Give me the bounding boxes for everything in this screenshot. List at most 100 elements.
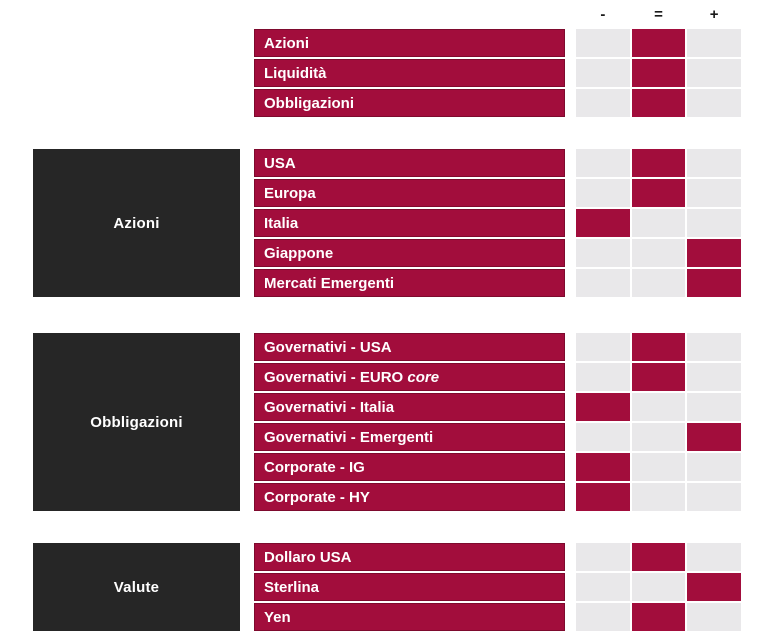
view-cell-minus: [576, 363, 630, 391]
row-label-corporate-ig: Corporate - IG: [254, 453, 565, 481]
row-label-text: Governativi - Italia: [264, 398, 395, 416]
row-label-governativi-emergenti: Governativi - Emergenti: [254, 423, 565, 451]
row-label-em: core: [407, 368, 440, 386]
view-cell-minus: [576, 453, 630, 481]
row-label-text: Italia: [264, 214, 299, 232]
row-label-yen: Yen: [254, 603, 565, 631]
view-cell-equal: [631, 209, 686, 237]
table-row: Corporate - HY: [254, 483, 742, 511]
view-cell-plus: [687, 453, 742, 481]
row-label-liquidita: Liquidità: [254, 59, 565, 87]
view-cell-plus: [687, 59, 742, 87]
row-label-governativi-italia: Governativi - Italia: [254, 393, 565, 421]
view-cell-minus: [576, 29, 630, 57]
table-row: Sterlina: [254, 573, 742, 601]
view-cell-equal: [631, 149, 686, 177]
view-cell-equal: [631, 483, 686, 511]
row-label-text: Governativi - USA: [264, 338, 392, 356]
section-rows: Governativi - USA Governativi - EURO cor…: [254, 333, 742, 511]
table-row: Yen: [254, 603, 742, 631]
row-label-text: Governativi - Emergenti: [264, 428, 434, 446]
row-label-italia: Italia: [254, 209, 565, 237]
col-header-plus: +: [709, 6, 719, 23]
view-cells: [576, 149, 742, 177]
view-cell-equal: [631, 423, 686, 451]
view-cell-minus: [576, 333, 630, 361]
view-cell-equal: [631, 453, 686, 481]
row-label-text: Yen: [264, 608, 291, 626]
view-cell-minus: [576, 149, 630, 177]
view-cell-minus: [576, 543, 630, 571]
table-row: USA: [254, 149, 742, 177]
table-row: Obbligazioni: [254, 89, 742, 117]
view-cells: [576, 363, 742, 391]
view-cell-plus: [687, 423, 742, 451]
section-rows: Dollaro USA Sterlina Yen: [254, 543, 742, 631]
view-cell-minus: [576, 603, 630, 631]
view-cell-equal: [631, 179, 686, 207]
row-label-sterlina: Sterlina: [254, 573, 565, 601]
section-azioni: Azioni USA Europa Italia: [0, 149, 773, 297]
section-valute: Valute Dollaro USA Sterlina Yen: [0, 543, 773, 631]
row-label-text: USA: [264, 154, 296, 172]
view-cell-plus: [687, 393, 742, 421]
col-header-minus: -: [600, 6, 606, 23]
row-label-text: Corporate - HY: [264, 488, 370, 506]
view-cell-equal: [631, 29, 686, 57]
group-label-valute: Valute: [33, 543, 240, 631]
view-cell-plus: [687, 149, 742, 177]
row-label-mercati-emergenti: Mercati Emergenti: [254, 269, 565, 297]
view-cells: [576, 89, 742, 117]
table-row: Mercati Emergenti: [254, 269, 742, 297]
view-cell-minus: [576, 393, 630, 421]
header-cells: - = +: [576, 7, 741, 22]
view-cells: [576, 59, 742, 87]
row-label-text: Corporate - IG: [264, 458, 365, 476]
column-header: - = +: [0, 0, 773, 29]
view-cells: [576, 269, 742, 297]
table-row: Governativi - Italia: [254, 393, 742, 421]
row-label-text: Sterlina: [264, 578, 320, 596]
view-cells: [576, 239, 742, 267]
section-rows: Azioni Liquidità Obbligazioni: [254, 29, 742, 117]
table-row: Italia: [254, 209, 742, 237]
table-row: Liquidità: [254, 59, 742, 87]
view-cell-plus: [687, 269, 742, 297]
view-cell-equal: [631, 239, 686, 267]
view-cell-plus: [687, 179, 742, 207]
row-label-corporate-hy: Corporate - HY: [254, 483, 565, 511]
row-label-giappone: Giappone: [254, 239, 565, 267]
view-cell-minus: [576, 59, 630, 87]
view-cell-plus: [687, 573, 742, 601]
row-label-usa: USA: [254, 149, 565, 177]
row-label-europa: Europa: [254, 179, 565, 207]
view-cell-equal: [631, 269, 686, 297]
view-cell-equal: [631, 573, 686, 601]
table-row: Dollaro USA: [254, 543, 742, 571]
view-cell-minus: [576, 269, 630, 297]
row-label-governativi-usa: Governativi - USA: [254, 333, 565, 361]
view-cell-equal: [631, 363, 686, 391]
section-summary: Azioni Liquidità Obbligazioni: [0, 29, 773, 117]
table-row: Governativi - Emergenti: [254, 423, 742, 451]
view-cells: [576, 603, 742, 631]
view-cell-equal: [631, 333, 686, 361]
view-cell-plus: [687, 543, 742, 571]
view-cell-plus: [687, 333, 742, 361]
row-label-text: Obbligazioni: [264, 94, 354, 112]
view-cells: [576, 179, 742, 207]
section-obbligazioni: Obbligazioni Governativi - USA Governati…: [0, 333, 773, 511]
view-cell-minus: [576, 483, 630, 511]
view-cell-plus: [687, 209, 742, 237]
view-cells: [576, 29, 742, 57]
view-cells: [576, 333, 742, 361]
row-label-azioni: Azioni: [254, 29, 565, 57]
row-label-text: Dollaro USA: [264, 548, 352, 566]
view-cells: [576, 453, 742, 481]
row-label-obbligazioni: Obbligazioni: [254, 89, 565, 117]
view-cell-plus: [687, 239, 742, 267]
view-cells: [576, 483, 742, 511]
section-rows: USA Europa Italia: [254, 149, 742, 297]
table-row: Corporate - IG: [254, 453, 742, 481]
view-cell-equal: [631, 543, 686, 571]
